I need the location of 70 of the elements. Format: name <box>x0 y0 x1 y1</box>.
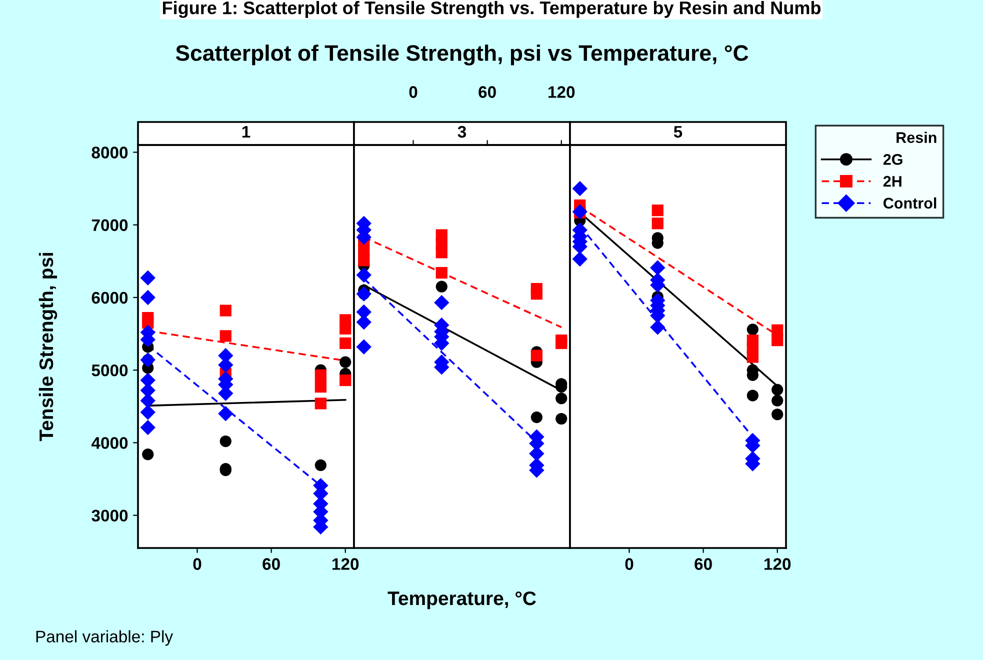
point <box>746 324 758 336</box>
point <box>530 411 542 424</box>
point <box>356 267 372 283</box>
legend-label: 2G <box>883 154 902 165</box>
point <box>314 398 326 410</box>
point <box>652 218 664 230</box>
point <box>356 339 372 354</box>
point <box>572 251 588 267</box>
point <box>340 322 352 335</box>
x2-tick-label: 60 <box>478 86 496 98</box>
y-tick-label: 7000 <box>92 219 128 232</box>
x-tick-label: 0 <box>193 558 202 570</box>
point <box>530 350 542 362</box>
point <box>314 369 326 381</box>
chart-subtitle: 3 <box>458 126 466 138</box>
point <box>140 404 156 420</box>
legend-title: Resin <box>896 132 936 143</box>
legend-label: 2H <box>883 176 902 187</box>
point <box>530 288 542 300</box>
x2-tick-label: 120 <box>548 86 575 98</box>
y-tick-label: 5000 <box>92 364 128 376</box>
y-tick-label: 4000 <box>91 437 128 449</box>
chart-subtitle: 1 <box>242 126 250 138</box>
point <box>220 304 232 316</box>
point <box>436 280 448 292</box>
x-tick-label: 60 <box>262 558 280 570</box>
point <box>652 204 664 216</box>
point <box>650 320 666 335</box>
point <box>556 412 568 425</box>
y-tick-label: 3000 <box>92 510 128 522</box>
chart-subtitle: 5 <box>674 126 682 138</box>
point <box>140 420 156 436</box>
point <box>140 290 156 306</box>
point <box>746 390 758 402</box>
point <box>340 337 352 350</box>
point <box>436 246 448 258</box>
y-tick-label: 8000 <box>92 146 128 158</box>
point <box>436 266 448 279</box>
point <box>140 270 156 286</box>
x2-tick-label: 0 <box>409 86 418 98</box>
point <box>572 180 588 196</box>
text: Panel variable: Ply <box>36 630 174 646</box>
point <box>746 351 758 363</box>
point <box>220 330 232 342</box>
point <box>358 254 370 266</box>
point <box>340 356 352 368</box>
point <box>142 448 154 460</box>
point <box>772 408 784 420</box>
text: Scatterplot of Tensile Strength, psi vs Temperature, °C <box>176 44 748 66</box>
x-tick-label: 120 <box>764 558 791 570</box>
legend-label: Control <box>884 197 936 209</box>
x-axis-title: Temperature, °C <box>388 591 536 610</box>
y-axis-title: Tensile Strength, psi <box>38 252 58 442</box>
point <box>556 392 568 404</box>
point <box>772 334 784 346</box>
point <box>650 260 666 276</box>
point <box>218 406 234 422</box>
point <box>220 435 232 448</box>
x-tick-label: 120 <box>332 558 359 570</box>
caption: Figure 1: Scatterplot of Tensile Strength vs. Temperature by Resin and Numb <box>162 1 821 18</box>
point <box>314 380 326 393</box>
point <box>772 394 784 406</box>
point <box>772 384 784 396</box>
point <box>556 337 568 350</box>
x-tick-label: 0 <box>625 558 634 570</box>
y-tick-label: 6000 <box>92 292 128 304</box>
point <box>314 459 326 472</box>
point <box>434 294 450 310</box>
point <box>340 374 352 386</box>
x-tick-label: 60 <box>694 558 712 570</box>
